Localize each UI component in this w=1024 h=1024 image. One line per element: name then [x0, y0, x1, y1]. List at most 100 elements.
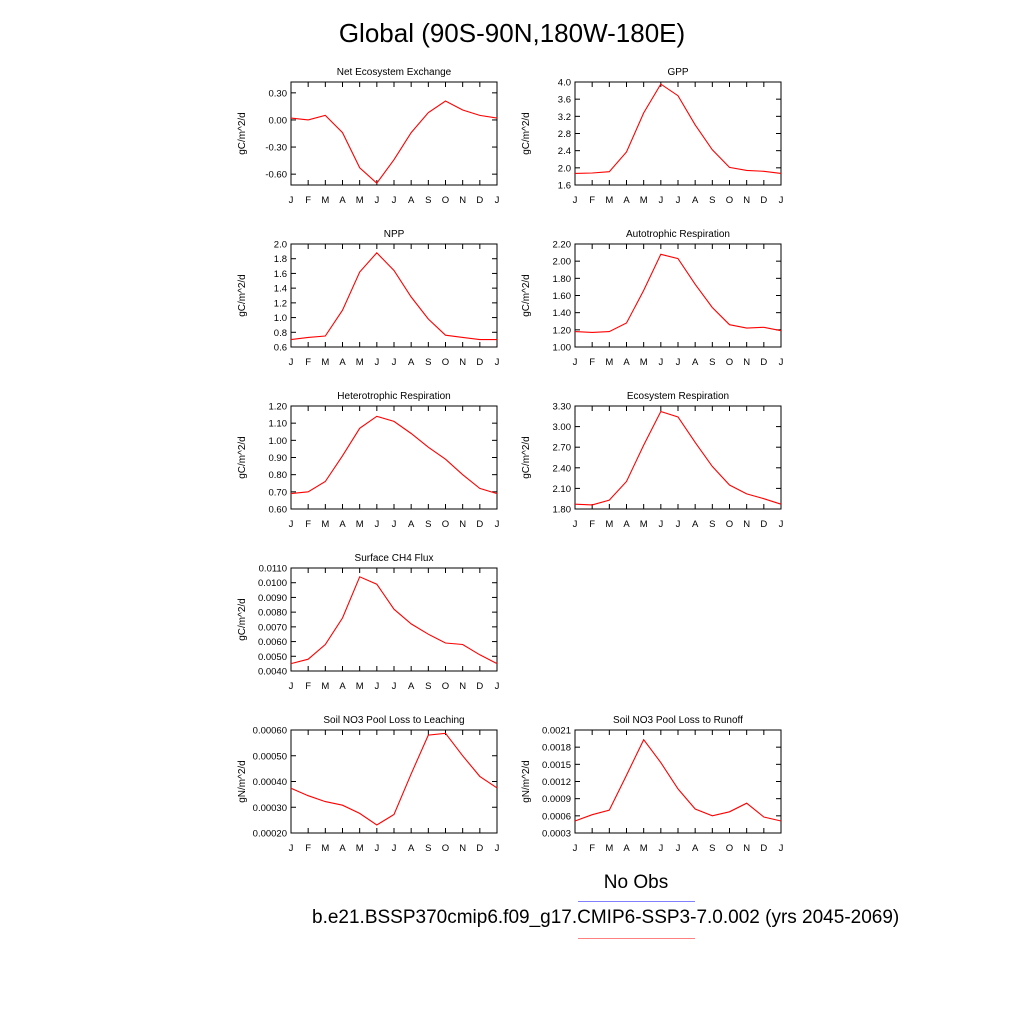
y-tick-label: 1.80: [553, 274, 572, 285]
data-point: [324, 643, 326, 645]
chart-panel: Heterotrophic Respiration gC/m^2/d 0.60 0.7…: [237, 391, 500, 530]
data-point: [376, 824, 378, 826]
y-axis-label: gC/m^2/d: [237, 274, 248, 317]
x-tick-label: A: [692, 357, 699, 368]
data-point: [677, 257, 679, 259]
data-point: [307, 336, 309, 338]
chart-panel: Ecosystem Respiration gC/m^2/d 1.80 2.10 2.4…: [521, 391, 784, 530]
x-tick-label: N: [459, 681, 466, 692]
y-tick-label: -0.30: [265, 143, 287, 154]
data-point: [591, 504, 593, 506]
chart-panel: Soil NO3 Pool Loss to Runoff gN/m^2/d 0.00…: [521, 715, 784, 854]
x-tick-label: A: [339, 681, 346, 692]
y-tick-label: 1.0: [274, 313, 287, 324]
x-tick-label: D: [760, 843, 767, 854]
y-axis-label: gC/m^2/d: [521, 436, 532, 479]
y-tick-label: 0.0040: [258, 667, 287, 678]
y-tick-label: 0.0021: [542, 726, 571, 737]
y-tick-label: 1.80: [553, 505, 572, 516]
x-tick-label: O: [726, 519, 733, 530]
chart-title: Autotrophic Respiration: [626, 229, 730, 240]
x-tick-label: J: [374, 681, 379, 692]
data-point: [608, 170, 610, 172]
y-tick-label: 3.2: [558, 112, 571, 123]
y-axis-label: gC/m^2/d: [237, 598, 248, 641]
legend-case-label: b.e21.BSSP370cmip6.f09_g17.CMIP6-SSP3-7.…: [312, 907, 900, 928]
chart-title: GPP: [667, 67, 688, 78]
y-tick-label: 2.00: [553, 257, 572, 268]
y-tick-label: 0.0015: [542, 760, 571, 771]
data-point: [427, 318, 429, 320]
y-tick-label: 3.00: [553, 422, 572, 433]
data-point: [307, 491, 309, 493]
data-point: [324, 114, 326, 116]
y-tick-label: 0.90: [269, 453, 288, 464]
data-point: [711, 149, 713, 151]
data-point: [728, 323, 730, 325]
data-point: [608, 809, 610, 811]
x-tick-label: J: [779, 843, 784, 854]
x-tick-label: J: [779, 357, 784, 368]
x-tick-label: S: [709, 195, 715, 206]
x-tick-label: F: [589, 195, 595, 206]
page-title: Global (90S-90N,180W-180E): [338, 18, 686, 48]
x-tick-label: J: [289, 357, 294, 368]
y-tick-label: 1.20: [269, 402, 288, 413]
y-tick-label: 0.0060: [258, 637, 287, 648]
data-point: [341, 131, 343, 133]
y-tick-label: 0.70: [269, 487, 288, 498]
x-tick-label: N: [743, 357, 750, 368]
data-point: [496, 787, 498, 789]
data-point: [444, 334, 446, 336]
data-point: [660, 83, 662, 85]
x-tick-label: A: [408, 195, 415, 206]
chart-title: Soil NO3 Pool Loss to Runoff: [613, 715, 743, 726]
data-point: [625, 322, 627, 324]
data-point: [745, 802, 747, 804]
x-tick-label: D: [476, 357, 483, 368]
x-tick-label: S: [425, 843, 431, 854]
y-tick-label: 1.2: [274, 298, 287, 309]
data-point: [763, 170, 765, 172]
data-point: [694, 283, 696, 285]
y-tick-label: 2.8: [558, 129, 571, 140]
data-point: [410, 623, 412, 625]
data-point: [479, 775, 481, 777]
data-point: [444, 642, 446, 644]
y-tick-label: 1.6: [274, 269, 287, 280]
data-point: [677, 95, 679, 97]
data-point: [694, 124, 696, 126]
data-point: [410, 773, 412, 775]
y-tick-label: 1.6: [558, 181, 571, 192]
y-tick-label: 0.00: [269, 115, 288, 126]
data-point: [324, 335, 326, 337]
x-tick-label: O: [726, 195, 733, 206]
y-tick-label: 0.00030: [253, 803, 287, 814]
data-point: [307, 119, 309, 121]
data-point: [341, 455, 343, 457]
series-line: [574, 410, 782, 506]
data-point: [496, 492, 498, 494]
y-tick-label: 2.70: [553, 443, 572, 454]
x-tick-label: D: [760, 357, 767, 368]
data-point: [608, 499, 610, 501]
x-tick-label: J: [573, 519, 578, 530]
x-tick-label: F: [589, 519, 595, 530]
y-tick-label: 0.00050: [253, 751, 287, 762]
x-tick-label: J: [495, 357, 500, 368]
x-tick-label: M: [321, 843, 329, 854]
x-tick-label: O: [442, 681, 449, 692]
data-point: [574, 172, 576, 174]
data-point: [358, 167, 360, 169]
x-tick-label: M: [640, 843, 648, 854]
data-point: [574, 503, 576, 505]
series-line: [290, 100, 498, 185]
x-tick-label: M: [321, 357, 329, 368]
y-tick-label: 1.4: [274, 284, 287, 295]
x-tick-label: M: [605, 357, 613, 368]
data-point: [574, 820, 576, 822]
y-tick-label: 1.10: [269, 419, 288, 430]
y-tick-label: 2.10: [553, 484, 572, 495]
chart-title: Heterotrophic Respiration: [337, 391, 450, 402]
y-tick-label: 1.20: [553, 325, 572, 336]
